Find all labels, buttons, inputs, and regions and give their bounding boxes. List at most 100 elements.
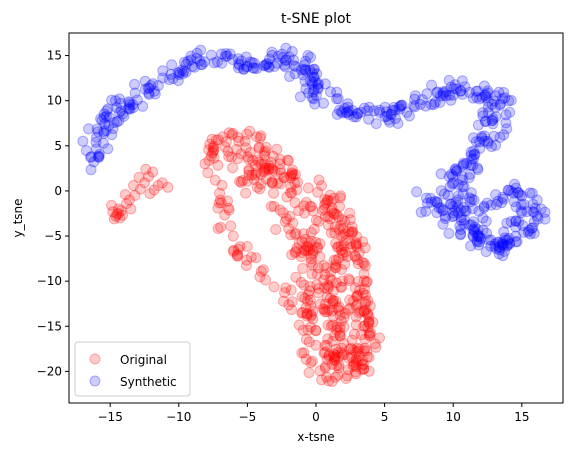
synthetic-point xyxy=(486,141,497,152)
synthetic-point xyxy=(118,110,130,122)
synthetic-point xyxy=(91,131,102,143)
original-point xyxy=(208,145,220,157)
original-point xyxy=(305,357,317,369)
synthetic-point xyxy=(485,234,497,246)
original-point xyxy=(119,189,131,200)
synthetic-point xyxy=(261,58,273,70)
original-point xyxy=(323,350,335,362)
original-point xyxy=(302,245,314,257)
synthetic-point xyxy=(482,85,494,97)
original-point xyxy=(345,342,357,354)
original-point xyxy=(344,207,356,219)
original-point xyxy=(299,292,311,304)
synthetic-point xyxy=(447,89,459,101)
original-point xyxy=(359,342,371,354)
original-point xyxy=(335,219,347,231)
synthetic-point xyxy=(432,86,444,98)
original-point xyxy=(275,178,286,190)
synthetic-point xyxy=(408,100,420,112)
synthetic-point xyxy=(458,157,469,169)
synthetic-point xyxy=(472,119,484,131)
synthetic-point xyxy=(263,61,275,73)
synthetic-point xyxy=(496,197,508,209)
original-point xyxy=(228,244,240,256)
original-point xyxy=(250,167,262,179)
original-point xyxy=(285,181,297,193)
original-point xyxy=(297,306,309,318)
original-point xyxy=(335,244,347,256)
original-point xyxy=(226,129,238,141)
original-point xyxy=(326,202,338,214)
synthetic-point xyxy=(494,244,505,256)
original-point xyxy=(296,307,308,319)
y-tick-label: −15 xyxy=(37,319,62,333)
synthetic-point xyxy=(312,78,324,89)
synthetic-point xyxy=(114,93,125,105)
original-point xyxy=(343,273,355,285)
original-point xyxy=(350,366,361,378)
original-point xyxy=(336,347,348,359)
original-point xyxy=(125,203,137,215)
synthetic-point xyxy=(283,51,295,63)
original-point xyxy=(323,375,335,387)
original-point xyxy=(318,274,330,286)
original-point xyxy=(293,205,305,217)
original-point xyxy=(352,345,364,357)
original-point xyxy=(259,163,271,174)
original-point xyxy=(223,204,235,216)
original-point xyxy=(219,141,231,153)
original-point xyxy=(346,334,358,346)
original-point xyxy=(354,305,366,317)
original-point xyxy=(301,308,313,320)
synthetic-point xyxy=(473,205,485,217)
original-point xyxy=(327,297,339,309)
synthetic-point xyxy=(195,59,207,70)
synthetic-point xyxy=(139,75,151,87)
synthetic-point xyxy=(350,111,362,123)
original-point xyxy=(351,291,363,303)
original-point xyxy=(321,353,333,365)
original-point xyxy=(323,304,335,316)
synthetic-point xyxy=(389,104,401,116)
original-point xyxy=(356,359,368,371)
synthetic-point xyxy=(490,243,502,254)
synthetic-point xyxy=(143,88,155,100)
original-point xyxy=(345,238,357,250)
synthetic-point xyxy=(489,240,501,252)
synthetic-point xyxy=(488,95,500,107)
original-point xyxy=(330,343,342,355)
synthetic-point xyxy=(100,125,112,137)
original-point xyxy=(313,215,325,227)
synthetic-point xyxy=(271,57,283,69)
original-point xyxy=(255,178,267,190)
original-point xyxy=(350,356,362,368)
synthetic-point xyxy=(401,106,413,118)
synthetic-point xyxy=(467,203,478,215)
original-point xyxy=(359,260,371,272)
synthetic-point xyxy=(373,104,385,116)
original-point xyxy=(360,276,372,288)
original-point xyxy=(333,301,345,313)
synthetic-point xyxy=(476,132,488,144)
original-point xyxy=(260,173,272,185)
original-point xyxy=(306,201,317,212)
synthetic-point xyxy=(449,163,461,175)
original-point xyxy=(253,142,265,154)
original-point xyxy=(243,169,255,181)
synthetic-point xyxy=(444,181,456,193)
synthetic-point xyxy=(516,207,528,218)
original-point xyxy=(209,174,221,186)
original-point xyxy=(289,177,301,189)
synthetic-point xyxy=(342,98,354,110)
original-point xyxy=(334,322,346,333)
synthetic-point xyxy=(465,240,477,252)
synthetic-point xyxy=(358,102,370,114)
original-point xyxy=(302,182,314,194)
original-point xyxy=(307,245,319,257)
synthetic-point xyxy=(123,102,135,114)
original-point xyxy=(231,250,243,262)
original-point xyxy=(326,305,338,317)
synthetic-point xyxy=(173,69,185,81)
synthetic-point xyxy=(467,224,479,236)
original-point xyxy=(306,355,318,367)
